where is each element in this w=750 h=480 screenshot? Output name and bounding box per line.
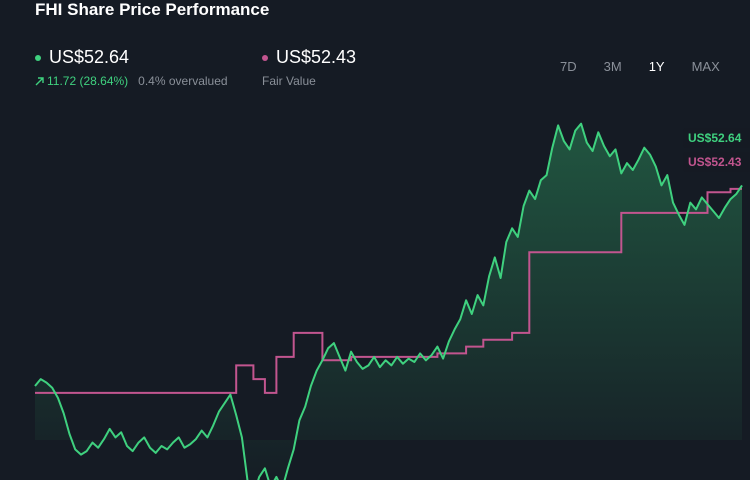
fair-value-dot xyxy=(262,54,268,61)
share-price-metric: US$52.64 11.72 (28.64%) 0.4% overvalued xyxy=(35,47,228,88)
fair-value-end-label: US$52.43 xyxy=(683,152,750,172)
arrow-up-right-icon xyxy=(35,76,44,85)
valuation-text: 0.4% overvalued xyxy=(138,74,228,88)
range-tab-3m[interactable]: 3M xyxy=(603,59,622,74)
price-area xyxy=(35,123,742,480)
page-title: FHI Share Price Performance xyxy=(35,0,270,19)
share-price-end-label-bg xyxy=(683,128,750,148)
share-price-end-label: US$52.64 xyxy=(683,128,750,148)
fair-value-label: Fair Value xyxy=(262,74,316,88)
fair-value-end-label-bg xyxy=(683,152,750,172)
fair-value-value: US$52.43 xyxy=(276,47,357,67)
range-selector: 7D 3M 1Y MAX xyxy=(560,59,720,74)
share-price-value: US$52.64 xyxy=(49,47,130,67)
price-change: 11.72 (28.64%) xyxy=(35,74,128,88)
share-price-end-label-text: US$52.64 xyxy=(688,131,742,145)
range-tab-max[interactable]: MAX xyxy=(691,59,720,74)
share-price-line xyxy=(34,122,743,480)
range-tab-1y[interactable]: 1Y xyxy=(648,59,665,74)
price-change-text: 11.72 (28.64%) xyxy=(47,74,129,88)
fair-value-end-label-text: US$52.43 xyxy=(688,155,742,169)
fair-value-line xyxy=(35,187,742,394)
fair-value-metric: US$52.43 Fair Value xyxy=(262,47,356,88)
share-price-dot xyxy=(35,54,41,61)
range-tab-7d[interactable]: 7D xyxy=(560,59,577,74)
